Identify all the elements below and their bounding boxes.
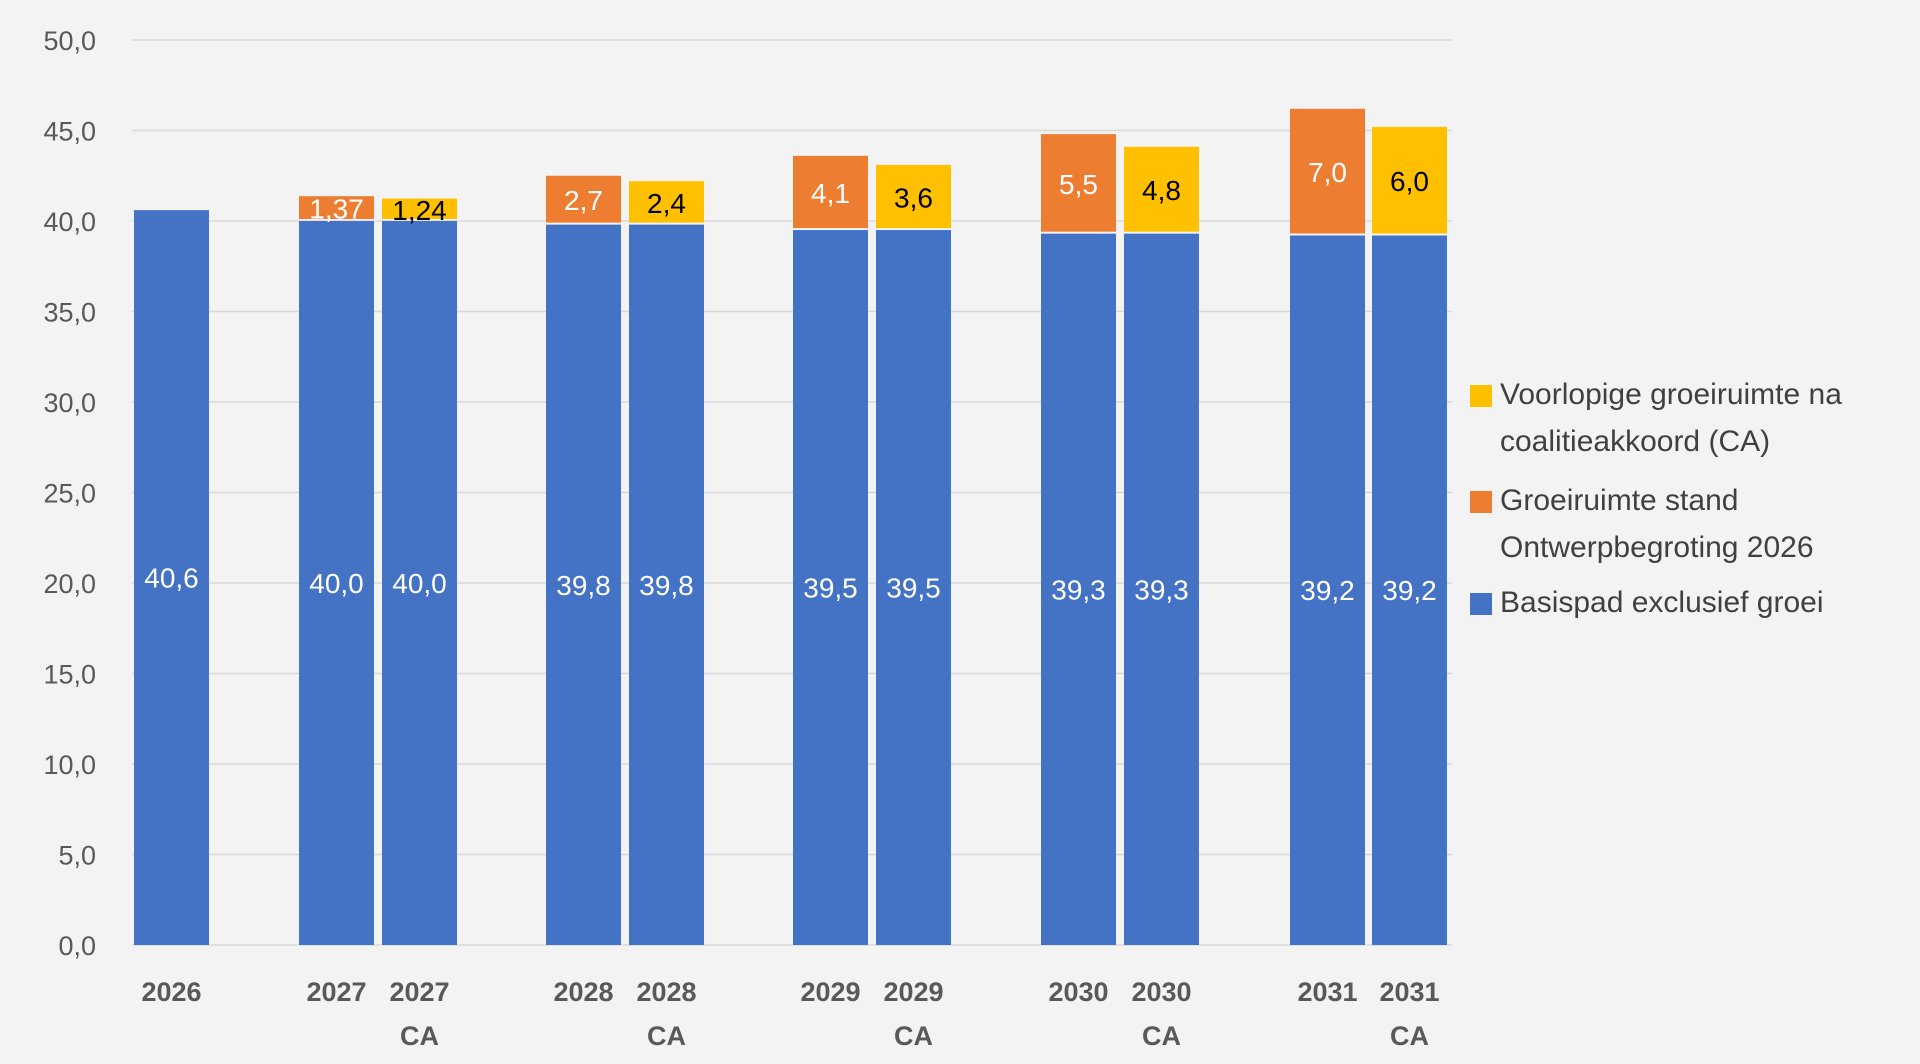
bar-segment-0-7 (1041, 233, 1116, 946)
bar-segment-0-5 (793, 230, 868, 946)
y-tick-label: 10,0 (43, 750, 96, 780)
bar-segment-2-2 (382, 198, 457, 219)
bar-segment-0-8 (1124, 233, 1199, 946)
y-tick-label: 0,0 (58, 931, 96, 961)
data-label: 4,8 (1142, 175, 1181, 206)
y-tick-label: 30,0 (43, 388, 96, 418)
bar-segment-1-9 (1290, 108, 1365, 234)
x-tick-label: CA (1390, 1021, 1429, 1051)
legend-swatch (1470, 593, 1492, 615)
legend: Voorlopige groeiruimte na coalitieakkoord… (1470, 378, 1842, 619)
x-tick-label: 2026 (141, 977, 201, 1007)
y-tick-label: 15,0 (43, 660, 96, 690)
data-label: 39,3 (1134, 574, 1189, 605)
y-tick-label: 5,0 (58, 841, 96, 871)
y-tick-label: 35,0 (43, 298, 96, 328)
x-tick-label: 2028 (636, 977, 696, 1007)
data-label: 7,0 (1308, 157, 1347, 188)
x-tick-label: 2027 (389, 977, 449, 1007)
legend-label: coalitieakkoord (CA) (1500, 425, 1770, 458)
data-label: 4,1 (811, 178, 850, 209)
bar-segment-2-4 (629, 181, 704, 223)
y-tick-label: 45,0 (43, 117, 96, 147)
data-label: 40,6 (144, 563, 199, 594)
x-axis-ticks: 2026 2027 2027 CA 2028 2028 CA 2029 2029 CA 2030 20… (141, 977, 1439, 1051)
bar-segment-0-1 (299, 221, 374, 945)
bar-segment-1-3 (546, 175, 621, 223)
y-tick-label: 50,0 (43, 26, 96, 56)
x-tick-label: CA (1142, 1021, 1181, 1051)
legend-swatch (1470, 385, 1492, 407)
data-label: 39,2 (1382, 575, 1437, 606)
data-label: 5,5 (1059, 169, 1098, 200)
y-axis-ticks: 0,0 5,0 10,0 15,0 20,0 25,0 30,0 35,0 40,0 45,0 50… (43, 26, 96, 961)
y-tick-label: 20,0 (43, 569, 96, 599)
bar-segment-0-4 (629, 224, 704, 945)
data-label: 39,8 (556, 570, 611, 601)
data-label: 39,5 (803, 573, 858, 604)
x-tick-label: 2029 (883, 977, 943, 1007)
bar-segment-0-10 (1372, 235, 1447, 946)
data-label: 6,0 (1390, 166, 1429, 197)
x-tick-label: CA (400, 1021, 439, 1051)
legend-swatch (1470, 491, 1492, 513)
x-tick-label: 2028 (553, 977, 613, 1007)
bar-segment-0-9 (1290, 235, 1365, 946)
bars (134, 108, 1447, 946)
y-tick-label: 40,0 (43, 207, 96, 237)
bar-segment-1-1 (299, 196, 374, 219)
bar-segment-0-2 (382, 221, 457, 945)
bar-segment-2-8 (1124, 146, 1199, 232)
x-tick-label: 2027 (306, 977, 366, 1007)
data-label: 39,8 (639, 570, 694, 601)
x-tick-label: 2031 (1297, 977, 1357, 1007)
bar-segment-0-6 (876, 230, 951, 946)
legend-label: Basispad exclusief groei (1500, 586, 1824, 619)
x-tick-label: 2030 (1131, 977, 1191, 1007)
data-label: 39,2 (1300, 575, 1355, 606)
bar-segment-0-0 (134, 210, 209, 945)
data-label: 1,24 (392, 195, 447, 226)
x-tick-label: 2030 (1048, 977, 1108, 1007)
data-label: 40,0 (309, 568, 364, 599)
data-label: 1,37 (309, 194, 364, 225)
bar-segment-1-7 (1041, 134, 1116, 232)
legend-label: Voorlopige groeiruimte na (1500, 378, 1842, 411)
data-label: 39,5 (886, 573, 941, 604)
x-tick-label: 2031 (1379, 977, 1439, 1007)
bar-segment-1-5 (793, 155, 868, 229)
y-tick-label: 25,0 (43, 479, 96, 509)
x-tick-label: CA (647, 1021, 686, 1051)
x-tick-label: CA (894, 1021, 933, 1051)
bar-segment-0-3 (546, 224, 621, 945)
bar-segment-2-6 (876, 164, 951, 229)
legend-label: Groeiruimte stand (1500, 484, 1738, 517)
data-label: 40,0 (392, 568, 447, 599)
data-label: 39,3 (1051, 574, 1106, 605)
x-tick-label: 2029 (800, 977, 860, 1007)
data-labels: 40,6 40,0 1,37 40,0 1,24 39,8 2,7 39,8 2,4 39,5 4,… (144, 157, 1437, 606)
data-label: 2,7 (564, 185, 603, 216)
legend-label: Ontwerpbegroting 2026 (1500, 531, 1814, 564)
data-label: 3,6 (894, 182, 933, 213)
bar-segment-2-10 (1372, 126, 1447, 234)
data-label: 2,4 (647, 188, 686, 219)
